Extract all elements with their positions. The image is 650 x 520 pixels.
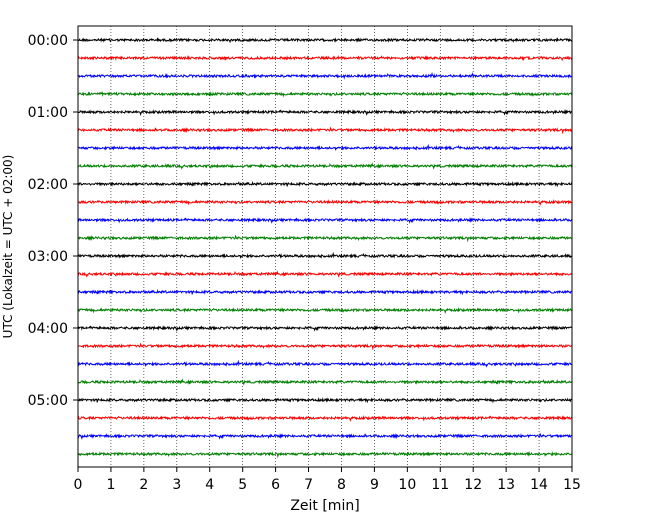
trace-0415 — [77, 342, 573, 351]
trace-0230 — [77, 217, 573, 224]
y-tick-label: 00:00 — [28, 33, 68, 49]
x-tick-label: 0 — [74, 477, 83, 493]
trace-0245 — [77, 234, 573, 243]
trace-0030 — [77, 72, 573, 80]
trace-0215 — [77, 199, 573, 206]
trace-0530 — [77, 432, 573, 440]
x-tick-label: 15 — [563, 477, 581, 493]
x-tick-label: 13 — [497, 477, 515, 493]
trace-0130 — [78, 143, 573, 151]
trace-0300 — [77, 251, 573, 259]
y-tick-label: 04:00 — [28, 321, 68, 337]
trace-0315 — [77, 270, 573, 278]
x-tick-label: 9 — [370, 477, 379, 493]
x-tick-label: 7 — [304, 477, 313, 493]
y-tick-label: 05:00 — [28, 393, 68, 409]
trace-0430 — [77, 359, 573, 368]
y-axis-label: UTC (Lokalzeit = UTC + 02:00) — [1, 155, 15, 339]
trace-0115 — [77, 126, 573, 135]
x-tick-label: 3 — [172, 477, 181, 493]
y-tick-label: 02:00 — [28, 177, 68, 193]
y-axis-ticks: 00:00 01:00 02:00 03:00 04:00 05:00 — [28, 33, 78, 409]
trace-0330 — [77, 288, 573, 296]
x-tick-label: 12 — [464, 477, 482, 493]
x-tick-label: 6 — [271, 477, 280, 493]
trace-0000 — [77, 37, 573, 44]
x-tick-label: 5 — [238, 477, 247, 493]
trace-0345 — [77, 307, 573, 314]
trace-0500 — [77, 397, 573, 404]
x-tick-label: 2 — [139, 477, 148, 493]
seismogram-traces — [77, 37, 573, 459]
trace-0545 — [77, 451, 573, 459]
x-axis-label: Zeit [min] — [290, 498, 359, 514]
trace-0100 — [77, 108, 573, 116]
trace-0015 — [77, 54, 573, 62]
x-tick-label: 11 — [431, 477, 449, 493]
y-tick-label: 03:00 — [28, 249, 68, 265]
x-tick-label: 10 — [398, 477, 416, 493]
x-tick-label: 4 — [205, 477, 214, 493]
trace-0515 — [77, 415, 573, 422]
trace-0045 — [77, 91, 573, 98]
plot-frame — [77, 25, 573, 468]
y-tick-label: 01:00 — [28, 105, 68, 121]
x-tick-label: 1 — [106, 477, 115, 493]
x-tick-label: 14 — [530, 477, 548, 493]
trace-0445 — [77, 378, 573, 386]
x-tick-label: 8 — [337, 477, 346, 493]
trace-0400 — [77, 325, 573, 332]
x-axis-ticks: 0 1 2 3 4 5 6 7 8 9 10 11 12 13 14 15 — [74, 467, 581, 493]
trace-0200 — [77, 180, 573, 188]
trace-0145 — [77, 162, 573, 170]
